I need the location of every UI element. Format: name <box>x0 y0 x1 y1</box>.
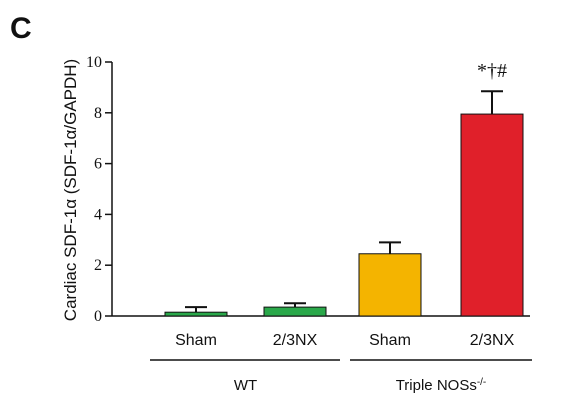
category-label: Sham <box>369 332 411 349</box>
group-label: Triple NOSs-/- <box>396 377 487 395</box>
group-label-superscript: -/- <box>477 377 486 388</box>
category-label: Sham <box>175 332 217 349</box>
y-tick-label: 10 <box>86 54 102 71</box>
group-label: WT <box>234 377 257 394</box>
y-axis-label: Cardiac SDF-1α (SDF-1α/GAPDH) <box>61 59 80 321</box>
labels: *†# Sham 2/3NX Sham 2/3NX WT Triple NOSs-/- <box>150 60 532 394</box>
category-label: 2/3NX <box>470 332 515 349</box>
bar <box>263 306 327 317</box>
bar <box>460 113 524 317</box>
bar <box>358 253 422 317</box>
significance-marker: *†# <box>477 60 507 82</box>
bar <box>164 311 228 317</box>
y-tick-label: 8 <box>94 105 102 122</box>
y-tick-label: 0 <box>94 308 102 325</box>
category-label: 2/3NX <box>273 332 318 349</box>
y-tick-label: 6 <box>94 156 102 173</box>
bars <box>164 90 524 317</box>
panel-label: C <box>10 12 32 45</box>
y-tick-label: 2 <box>94 257 102 274</box>
y-tick-label: 4 <box>94 206 102 223</box>
